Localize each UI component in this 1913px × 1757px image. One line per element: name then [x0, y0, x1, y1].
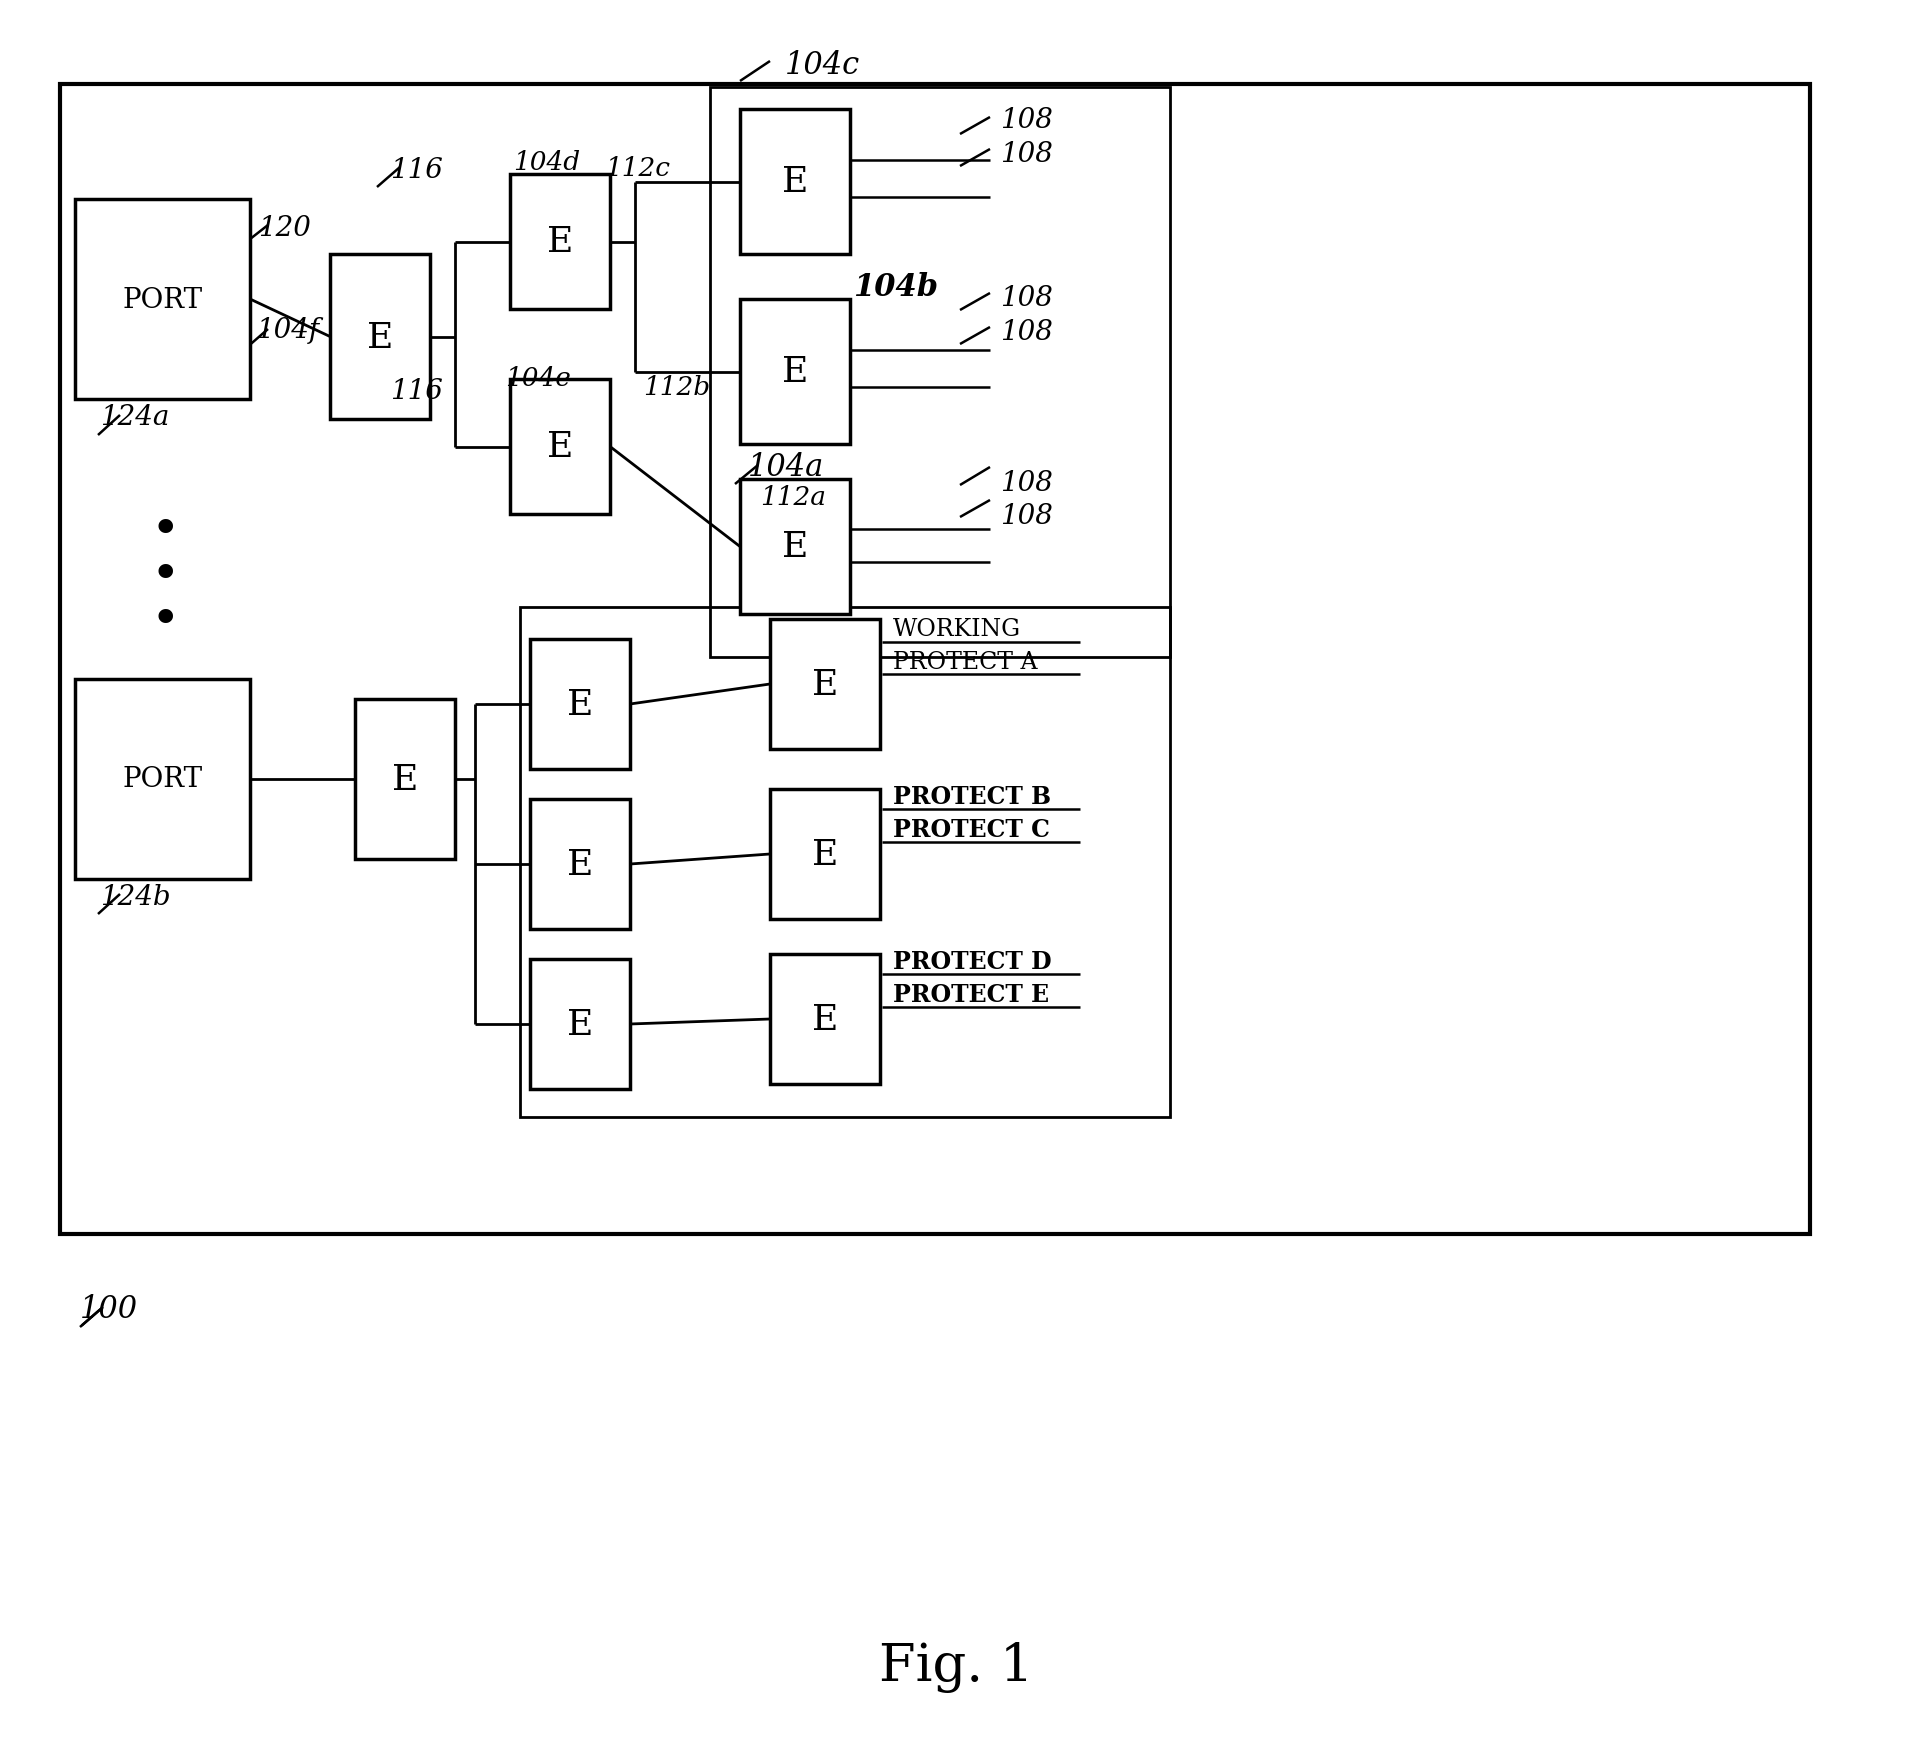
Text: 116: 116: [390, 156, 444, 183]
Text: Fig. 1: Fig. 1: [880, 1641, 1033, 1692]
Text: PROTECT E: PROTECT E: [893, 982, 1048, 1007]
Text: 108: 108: [1000, 141, 1052, 169]
Bar: [75, 200, 251, 401]
Bar: [520, 608, 1171, 1117]
Text: 104e: 104e: [505, 365, 570, 390]
Bar: [740, 300, 849, 445]
Text: 104b: 104b: [853, 271, 937, 302]
Text: PROTECT C: PROTECT C: [893, 817, 1050, 842]
Text: E: E: [811, 668, 838, 701]
Text: PROTECT B: PROTECT B: [893, 785, 1050, 808]
Bar: [331, 255, 430, 420]
Text: E: E: [547, 225, 574, 260]
Text: WORKING: WORKING: [893, 618, 1022, 641]
Text: E: E: [547, 430, 574, 464]
Bar: [356, 699, 455, 859]
Text: 108: 108: [1000, 318, 1052, 346]
Bar: [771, 620, 880, 750]
Bar: [530, 640, 629, 770]
Bar: [740, 111, 849, 255]
Bar: [59, 84, 1810, 1235]
Text: PROTECT D: PROTECT D: [893, 949, 1052, 973]
Text: 112c: 112c: [605, 155, 670, 181]
Text: E: E: [782, 355, 807, 390]
Text: E: E: [782, 531, 807, 564]
Text: 108: 108: [1000, 503, 1052, 531]
Text: 100: 100: [80, 1293, 138, 1325]
Text: E: E: [392, 763, 419, 796]
Text: 108: 108: [1000, 107, 1052, 134]
Text: 104d: 104d: [513, 149, 580, 174]
Text: 108: 108: [1000, 285, 1052, 311]
Text: 112a: 112a: [759, 485, 826, 510]
Text: E: E: [566, 687, 593, 722]
Text: PORT: PORT: [122, 766, 203, 792]
Text: 124b: 124b: [99, 884, 170, 910]
Bar: [511, 380, 610, 515]
Bar: [710, 88, 1171, 657]
Text: PORT: PORT: [122, 286, 203, 313]
Text: 104c: 104c: [784, 49, 861, 81]
Text: E: E: [811, 1003, 838, 1037]
Bar: [530, 959, 629, 1089]
Bar: [75, 680, 251, 880]
Text: PROTECT A: PROTECT A: [893, 652, 1037, 675]
Text: 124a: 124a: [99, 404, 170, 430]
Text: 120: 120: [258, 214, 312, 241]
Text: 116: 116: [390, 378, 444, 406]
Text: •: •: [151, 506, 180, 553]
Text: •: •: [151, 550, 180, 599]
Text: 108: 108: [1000, 471, 1052, 497]
Text: 112b: 112b: [643, 376, 710, 401]
Text: E: E: [811, 838, 838, 871]
Bar: [771, 954, 880, 1084]
Text: 104f: 104f: [256, 316, 319, 343]
Text: E: E: [566, 1007, 593, 1042]
Bar: [740, 480, 849, 615]
Text: E: E: [367, 320, 394, 355]
Bar: [530, 799, 629, 929]
Text: E: E: [566, 847, 593, 882]
Text: •: •: [151, 596, 180, 643]
Bar: [771, 789, 880, 919]
Text: 104a: 104a: [748, 452, 825, 483]
Bar: [511, 176, 610, 309]
Text: E: E: [782, 165, 807, 199]
